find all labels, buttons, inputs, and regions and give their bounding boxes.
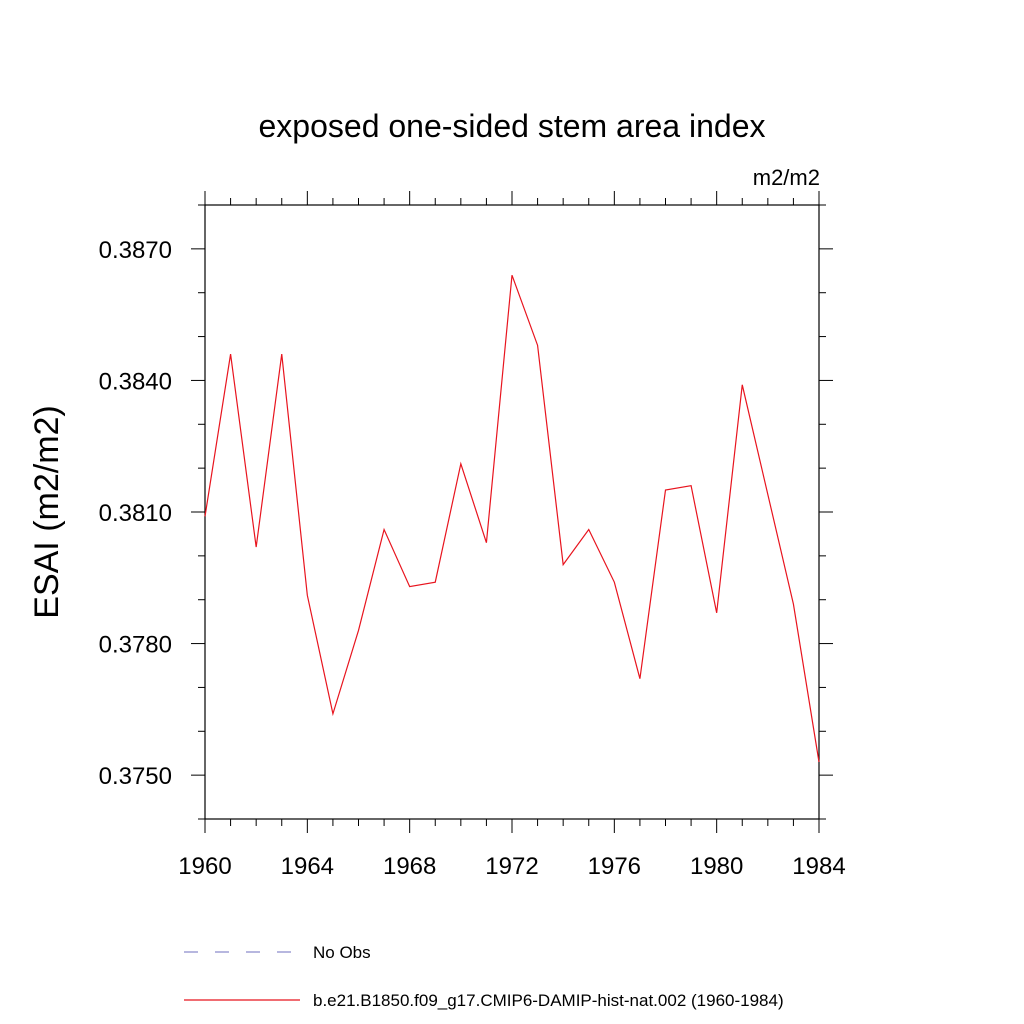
x-tick-label: 1968 bbox=[383, 853, 436, 880]
y-tick-label: 0.3810 bbox=[99, 500, 172, 527]
legend: No Obs b.e21.B1850.f09_g17.CMIP6-DAMIP-hi… bbox=[184, 943, 784, 1010]
minor-ticks bbox=[198, 198, 826, 826]
y-tick-label: 0.3780 bbox=[99, 632, 172, 659]
x-tick-labels: 1960 1964 1968 1972 1976 1980 1984 bbox=[178, 853, 845, 880]
x-tick-label: 1964 bbox=[281, 853, 334, 880]
series-line bbox=[204, 274, 820, 763]
legend-label: b.e21.B1850.f09_g17.CMIP6-DAMIP-hist-nat… bbox=[313, 991, 784, 1010]
legend-label: No Obs bbox=[313, 943, 371, 962]
x-tick-label: 1980 bbox=[690, 853, 743, 880]
y-tick-label: 0.3840 bbox=[99, 368, 172, 395]
plot-frame bbox=[204, 204, 820, 820]
major-ticks bbox=[191, 191, 833, 833]
x-tick-label: 1976 bbox=[588, 853, 641, 880]
y-tick-labels: 0.3750 0.3780 0.3810 0.3840 0.3870 bbox=[99, 237, 172, 790]
y-tick-label: 0.3750 bbox=[99, 763, 172, 790]
y-axis-label: ESAI (m2/m2) bbox=[28, 405, 66, 618]
x-tick-label: 1972 bbox=[485, 853, 538, 880]
series-lines bbox=[204, 274, 820, 763]
chart-title: exposed one-sided stem area index bbox=[259, 108, 766, 144]
units-label: m2/m2 bbox=[753, 165, 820, 190]
x-tick-label: 1960 bbox=[178, 853, 231, 880]
y-tick-label: 0.3870 bbox=[99, 237, 172, 264]
x-tick-label: 1984 bbox=[792, 853, 845, 880]
